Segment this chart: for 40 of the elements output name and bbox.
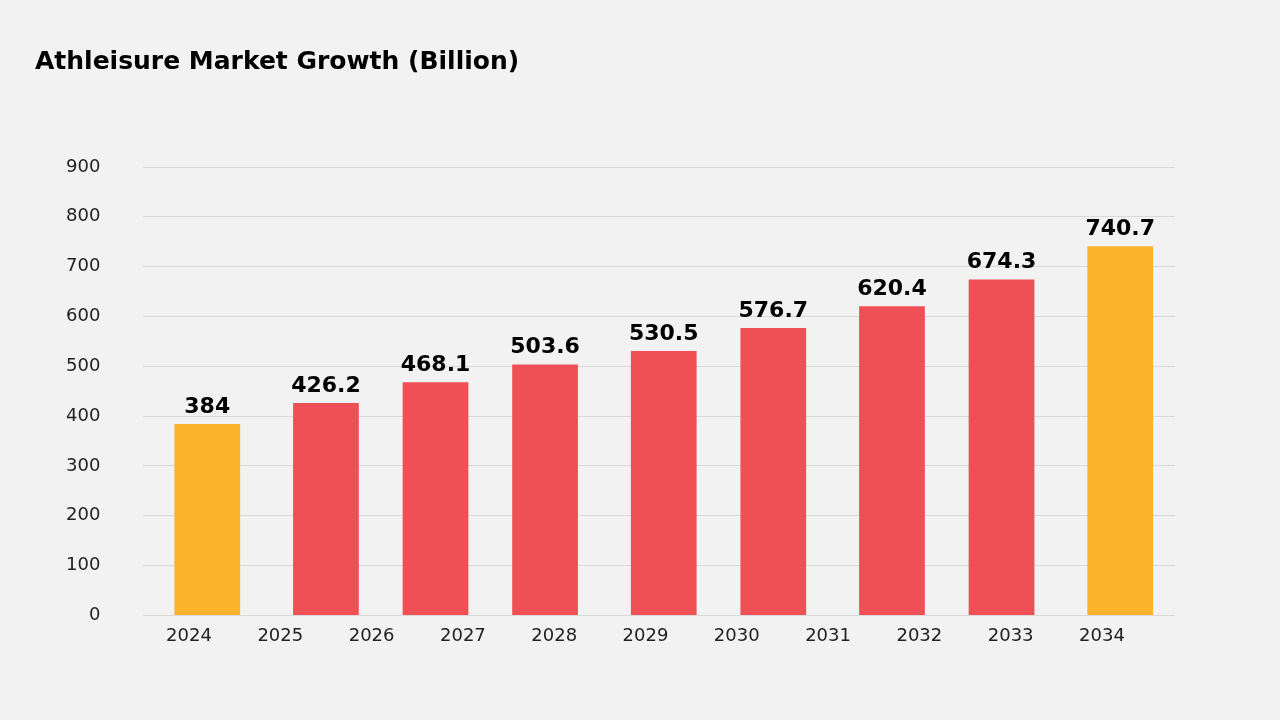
y-tick-label: 0 — [88, 603, 101, 625]
bar — [293, 403, 359, 615]
x-tick-label: 2030 — [713, 623, 760, 645]
y-tick-label: 300 — [66, 453, 101, 475]
bar — [968, 279, 1035, 615]
x-tick-label: 2029 — [622, 623, 669, 645]
data-label: 740.7 — [1085, 215, 1156, 241]
x-tick-label: 2031 — [805, 623, 851, 645]
x-tick-label: 2033 — [987, 623, 1034, 645]
x-tick-label: 2024 — [166, 623, 212, 645]
y-tick-label: 800 — [66, 204, 101, 226]
data-label: 426.2 — [291, 371, 361, 397]
data-label: 384 — [184, 392, 231, 418]
data-label: 576.7 — [738, 296, 809, 322]
data-label: 674.3 — [966, 248, 1037, 274]
bar — [1087, 246, 1154, 615]
chart-title: Athleisure Market Growth (Billion) — [35, 46, 520, 75]
y-tick-label: 100 — [66, 553, 101, 575]
y-tick-label: 200 — [66, 503, 101, 525]
data-label: 503.6 — [510, 333, 580, 359]
bar — [740, 328, 807, 615]
data-label: 468.1 — [400, 350, 471, 376]
x-tick-label: 2034 — [1079, 623, 1125, 645]
y-tick-label: 900 — [66, 154, 101, 176]
bar — [859, 306, 925, 615]
y-tick-label: 700 — [66, 254, 101, 276]
x-tick-label: 2032 — [896, 623, 943, 645]
x-tick-label: 2027 — [439, 623, 486, 645]
y-tick-label: 500 — [66, 353, 101, 375]
bar — [630, 351, 697, 615]
x-tick-label: 2028 — [531, 623, 578, 645]
x-tick-label: 2026 — [348, 623, 395, 645]
data-label: 530.5 — [628, 319, 699, 345]
y-tick-label: 600 — [66, 304, 101, 326]
y-tick-label: 400 — [66, 403, 101, 425]
x-tick-label: 2025 — [257, 623, 304, 645]
bar — [402, 382, 469, 615]
bar — [512, 364, 578, 615]
bar — [174, 424, 241, 615]
data-label: 620.4 — [857, 275, 927, 301]
